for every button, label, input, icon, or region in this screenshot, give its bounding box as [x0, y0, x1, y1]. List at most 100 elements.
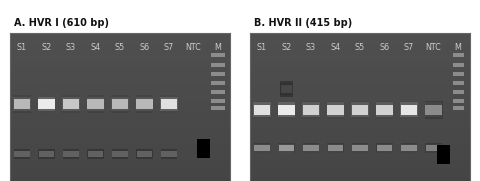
Bar — [303, 144, 319, 153]
Bar — [453, 90, 464, 94]
Bar — [62, 99, 79, 109]
Bar — [87, 150, 104, 158]
Bar — [425, 105, 442, 115]
Bar — [88, 151, 103, 157]
Text: A. HVR I (610 bp): A. HVR I (610 bp) — [14, 18, 109, 28]
Bar — [197, 139, 210, 158]
Bar — [88, 151, 103, 157]
Bar — [401, 143, 417, 153]
Bar — [278, 143, 295, 153]
Bar — [38, 96, 55, 111]
Text: S3: S3 — [306, 43, 316, 52]
Bar — [377, 145, 392, 151]
Bar — [253, 105, 270, 115]
Text: S2: S2 — [41, 43, 51, 52]
Bar — [376, 101, 394, 119]
Text: S6: S6 — [380, 43, 390, 52]
Text: S7: S7 — [404, 43, 414, 52]
Bar — [303, 145, 319, 151]
Bar — [13, 96, 31, 111]
Bar — [161, 150, 177, 158]
Text: S2: S2 — [281, 43, 291, 52]
Bar — [327, 143, 344, 153]
Bar — [253, 105, 270, 115]
Bar — [37, 95, 55, 113]
Bar — [352, 144, 368, 153]
Bar — [87, 99, 104, 109]
Text: S5: S5 — [115, 43, 125, 52]
Text: S1: S1 — [257, 43, 267, 52]
Bar — [63, 151, 79, 157]
Bar — [254, 145, 270, 151]
Bar — [302, 105, 319, 115]
Bar — [13, 95, 31, 113]
Bar — [453, 53, 464, 57]
Bar — [326, 101, 344, 119]
Bar — [279, 145, 294, 151]
Bar — [352, 143, 368, 153]
Bar — [86, 95, 104, 113]
Bar — [38, 99, 55, 109]
Bar — [280, 81, 293, 96]
Bar — [136, 96, 153, 111]
Bar — [425, 102, 442, 117]
Text: NTC: NTC — [426, 43, 442, 52]
Bar — [38, 149, 55, 159]
Bar — [112, 151, 128, 157]
Bar — [87, 99, 104, 109]
Bar — [302, 101, 320, 119]
Bar — [351, 101, 369, 119]
Bar — [281, 85, 292, 93]
Bar — [453, 63, 464, 67]
Text: S5: S5 — [355, 43, 365, 52]
Bar — [87, 96, 104, 111]
Bar — [401, 105, 418, 115]
Bar — [352, 145, 368, 151]
Bar — [327, 144, 344, 153]
Bar — [437, 145, 450, 164]
Bar — [400, 102, 418, 117]
Bar — [327, 105, 344, 115]
Bar — [112, 151, 128, 157]
Bar — [328, 145, 343, 151]
Bar — [62, 95, 80, 113]
Text: M: M — [455, 43, 462, 52]
Bar — [376, 144, 393, 153]
Bar — [303, 145, 319, 151]
Bar — [14, 150, 30, 158]
Bar — [160, 95, 178, 113]
Bar — [453, 106, 464, 110]
Text: NTC: NTC — [186, 43, 202, 52]
Bar — [112, 150, 128, 158]
Bar — [328, 145, 343, 151]
Bar — [136, 95, 154, 113]
Bar — [211, 81, 225, 85]
Bar — [137, 151, 152, 157]
Bar — [453, 81, 464, 85]
Bar — [63, 150, 79, 158]
Bar — [161, 99, 178, 109]
Bar — [38, 99, 55, 109]
Bar — [425, 105, 442, 115]
Text: S7: S7 — [164, 43, 174, 52]
Bar — [136, 99, 153, 109]
Bar — [112, 149, 128, 159]
Bar — [254, 145, 270, 151]
Bar — [38, 150, 54, 158]
Bar — [111, 95, 129, 113]
Bar — [376, 105, 393, 115]
Bar — [112, 99, 128, 109]
Bar — [211, 63, 225, 67]
Bar — [376, 143, 393, 153]
Bar — [136, 150, 153, 158]
Bar — [14, 151, 30, 157]
Bar — [112, 99, 128, 109]
Bar — [401, 145, 417, 151]
Bar — [111, 96, 129, 111]
Bar — [253, 143, 270, 153]
Bar — [277, 101, 295, 119]
Bar — [401, 145, 417, 151]
Bar — [352, 105, 368, 115]
Bar — [211, 99, 225, 103]
Text: M: M — [215, 43, 222, 52]
